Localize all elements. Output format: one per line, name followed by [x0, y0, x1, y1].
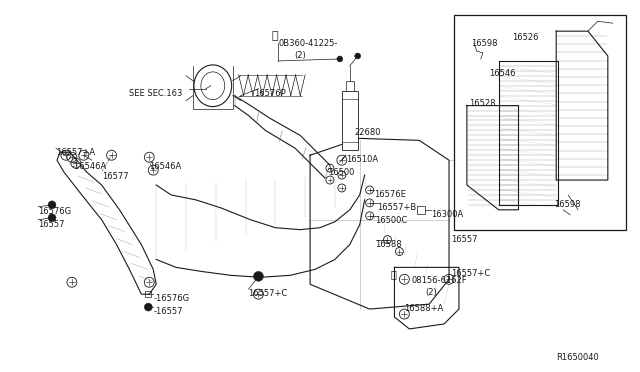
- Text: (2): (2): [294, 51, 306, 60]
- Text: 16546: 16546: [489, 69, 515, 78]
- Text: 16528: 16528: [469, 99, 495, 108]
- Circle shape: [145, 303, 152, 311]
- Text: 0B360-41225-: 0B360-41225-: [278, 39, 338, 48]
- Circle shape: [48, 201, 56, 209]
- Text: 08156-6162F: 08156-6162F: [412, 276, 467, 285]
- Bar: [346, 81, 354, 91]
- Bar: [454, 15, 626, 230]
- Text: 16546A: 16546A: [149, 162, 182, 171]
- Bar: [417, 206, 425, 214]
- Text: (2): (2): [425, 288, 437, 297]
- Text: -16576G: -16576G: [153, 294, 189, 303]
- Text: 16576P: 16576P: [255, 89, 286, 98]
- Text: 16526: 16526: [513, 33, 539, 42]
- Text: 16576G: 16576G: [38, 207, 71, 216]
- Text: -16546A: -16546A: [72, 162, 107, 171]
- Text: 22680: 22680: [355, 128, 381, 137]
- Text: 16577: 16577: [102, 172, 128, 181]
- Circle shape: [355, 53, 361, 59]
- Text: R1650040: R1650040: [556, 353, 599, 362]
- Text: 16300A: 16300A: [431, 210, 463, 219]
- Text: 16510A: 16510A: [346, 155, 378, 164]
- Circle shape: [48, 214, 56, 222]
- Text: 16557+A: 16557+A: [56, 148, 95, 157]
- Text: 16598: 16598: [554, 200, 580, 209]
- Circle shape: [337, 56, 343, 62]
- Text: 16557+C: 16557+C: [451, 269, 490, 278]
- Text: -16557: -16557: [153, 307, 183, 316]
- Bar: [342, 91, 358, 150]
- Text: 16500C: 16500C: [376, 216, 408, 225]
- Bar: [145, 291, 151, 297]
- Text: 16598: 16598: [471, 39, 497, 48]
- Text: 16557: 16557: [451, 235, 477, 244]
- Text: 16557+B: 16557+B: [378, 203, 417, 212]
- Text: 16557: 16557: [38, 220, 65, 229]
- Circle shape: [253, 271, 264, 281]
- Text: 16588: 16588: [376, 240, 402, 248]
- Text: Ⓑ: Ⓑ: [390, 269, 396, 279]
- Text: 16588+A: 16588+A: [404, 304, 444, 313]
- Text: Ⓢ: Ⓢ: [271, 31, 278, 41]
- Text: 16557+C: 16557+C: [248, 289, 288, 298]
- Text: SEE SEC.163: SEE SEC.163: [129, 89, 183, 98]
- Text: 16500: 16500: [328, 168, 355, 177]
- Text: 16576E: 16576E: [374, 190, 406, 199]
